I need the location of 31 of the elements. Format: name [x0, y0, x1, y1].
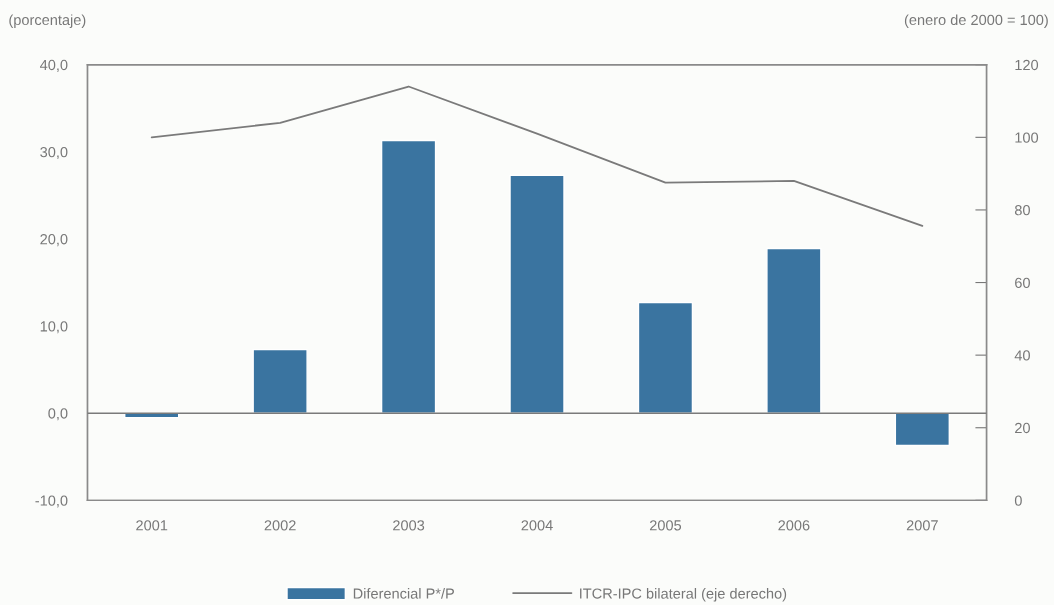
y-tick-label: -10,0 [35, 495, 68, 508]
bar [380, 139, 437, 414]
y-tick-label: 10,0 [40, 321, 68, 334]
y2-tick-label: 20 [1015, 422, 1030, 434]
y-tick-label: 0,0 [48, 408, 68, 421]
y2-tick-label: 120 [1015, 59, 1039, 71]
y-tick-label: 20,0 [40, 234, 68, 247]
y2-tick-label: 0 [1014, 495, 1022, 506]
y-tick-label: 30,0 [40, 146, 68, 160]
y2-tick-label: 60 [1015, 277, 1030, 288]
x-tick-label: 2001 [136, 520, 168, 531]
x-tick-label: 2003 [393, 520, 425, 531]
x-tick-label: 2007 [906, 520, 938, 531]
y2-axis-title: (enero de 2000 = 100) [904, 14, 1048, 28]
x-tick-label: 2002 [264, 520, 296, 531]
bar [637, 301, 694, 414]
y2-tick-label: 80 [1014, 205, 1030, 216]
x-tick-label: 2004 [521, 520, 553, 531]
legend-label: Diferencial P*/P [353, 588, 454, 599]
x-tick-label: 2005 [649, 520, 682, 531]
bar [509, 174, 565, 414]
legend-label: ITCR-IPC bilateral (eje derecho) [580, 588, 787, 602]
line-series [150, 85, 924, 227]
y-axis-title: (porcentaje) [9, 14, 86, 28]
bar [766, 247, 822, 414]
y2-tick-label: 40 [1014, 350, 1030, 361]
y2-tick-label: 100 [1015, 132, 1039, 143]
y-tick-label: 40,0 [39, 59, 68, 72]
bar [894, 412, 950, 447]
x-tick-label: 2006 [778, 520, 810, 531]
bar [252, 348, 308, 414]
